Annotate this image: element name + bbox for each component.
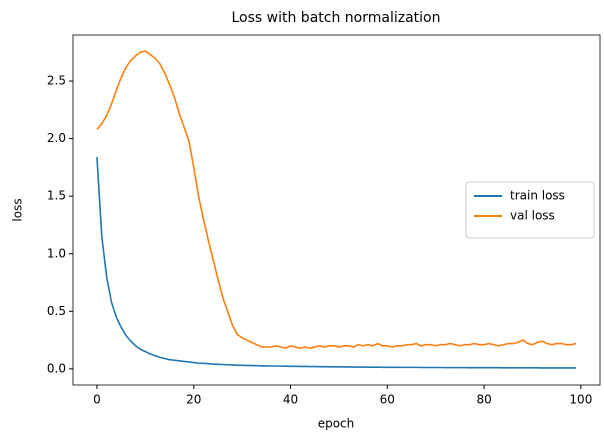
y-tick-label: 0.5 <box>47 304 66 318</box>
legend-label: val loss <box>510 209 555 223</box>
line-series <box>96 50 577 350</box>
chart-title: Loss with batch normalization <box>232 10 441 26</box>
x-tick-label: 40 <box>283 393 298 407</box>
y-axis-label: loss <box>11 198 25 221</box>
x-tick-label: 20 <box>186 393 201 407</box>
x-tick-label: 60 <box>380 393 395 407</box>
line-series <box>96 156 577 369</box>
y-tick-label: 1.0 <box>47 246 66 260</box>
y-tick-label: 2.5 <box>47 74 66 88</box>
x-axis-label: epoch <box>318 417 355 431</box>
x-tick-label: 100 <box>569 393 592 407</box>
x-tick-label: 80 <box>476 393 491 407</box>
x-tick-label: 0 <box>93 393 101 407</box>
y-tick-label: 1.5 <box>47 189 66 203</box>
y-tick-label: 0.0 <box>47 361 66 375</box>
legend-label: train loss <box>510 189 565 203</box>
y-tick-label: 2.0 <box>47 131 66 145</box>
plot-frame <box>72 34 601 386</box>
